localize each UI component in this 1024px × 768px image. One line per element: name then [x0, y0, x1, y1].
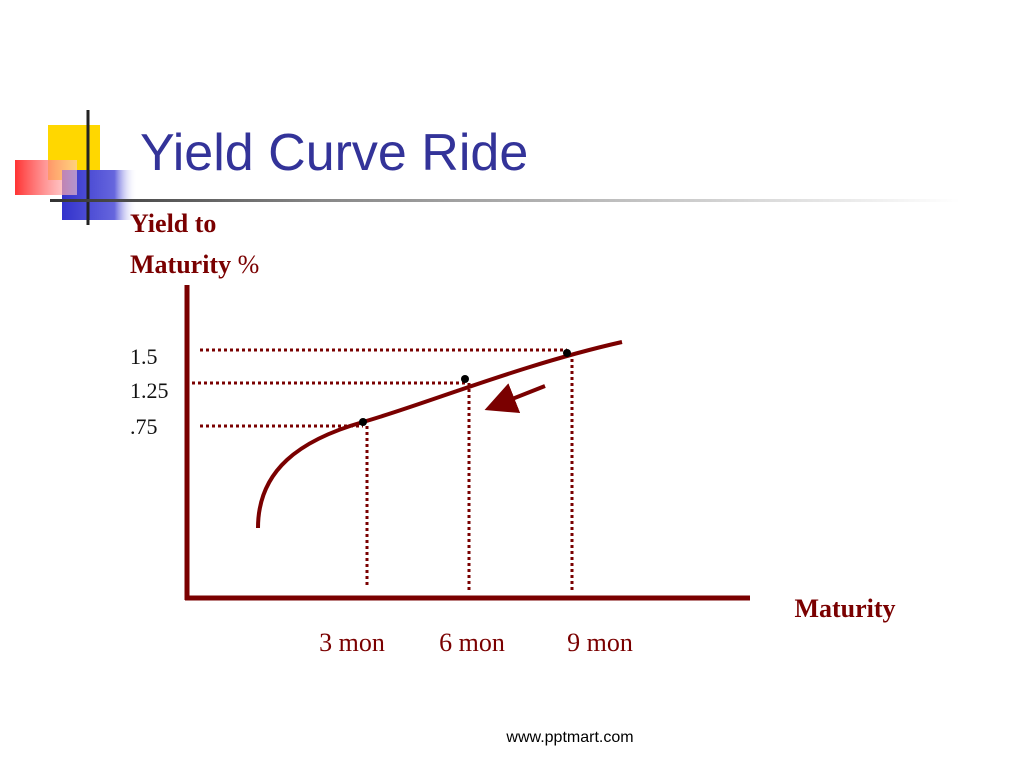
x-label: 6 mon — [439, 628, 505, 657]
axes — [184, 285, 750, 601]
y-axis-unit: % — [238, 250, 260, 279]
footer: www.pptmart.com — [505, 729, 633, 746]
x-axis-label: Maturity — [794, 594, 895, 623]
y-axis-label: Maturity % — [130, 250, 259, 279]
ride-arrow — [484, 383, 546, 414]
slide-title: Yield Curve Ride — [140, 124, 528, 182]
decoration — [15, 110, 960, 225]
guides — [192, 348, 574, 592]
x-label: 9 mon — [567, 628, 633, 657]
points — [359, 349, 571, 426]
y-label: 1.5 — [130, 344, 158, 369]
x-label: 3 mon — [319, 628, 385, 657]
yield-curve — [256, 340, 623, 529]
y-label: .75 — [130, 414, 158, 439]
y-axis-label-text: Maturity — [130, 250, 231, 279]
y-label: 1.25 — [130, 378, 169, 403]
y-axis-label: Yield to — [130, 209, 216, 238]
